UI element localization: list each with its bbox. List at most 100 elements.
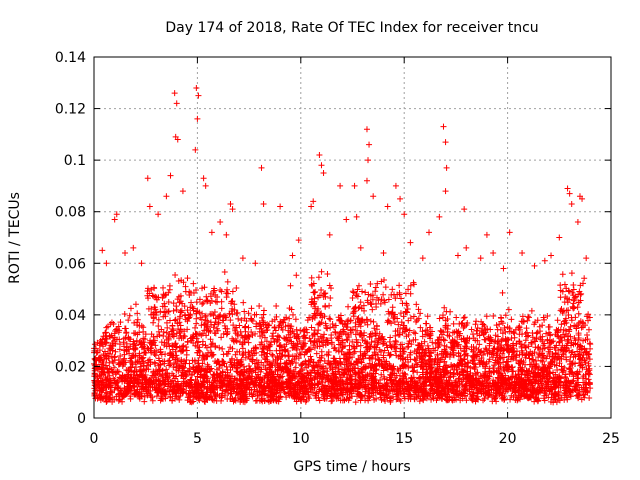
- data-point: [437, 327, 444, 334]
- data-point: [211, 308, 218, 315]
- data-point: [530, 393, 537, 400]
- data-point: [362, 381, 369, 388]
- data-point: [545, 344, 552, 351]
- data-point: [165, 340, 172, 347]
- data-point: [410, 367, 417, 374]
- data-point: [344, 318, 351, 325]
- data-point: [493, 322, 500, 329]
- data-point: [413, 394, 420, 401]
- data-point: [492, 359, 499, 366]
- data-point: [483, 313, 490, 320]
- data-point: [134, 386, 141, 393]
- data-point: [539, 370, 546, 377]
- data-point: [266, 366, 273, 373]
- data-point: [406, 327, 413, 334]
- data-point: [199, 341, 206, 348]
- data-point: [259, 395, 266, 402]
- data-point: [481, 348, 488, 355]
- data-point: [447, 350, 454, 357]
- data-point: [400, 313, 407, 320]
- data-point: [572, 293, 579, 300]
- data-point: [442, 351, 449, 358]
- data-point: [463, 340, 470, 347]
- data-point: [391, 291, 397, 298]
- data-point: [368, 333, 375, 340]
- data-point: [438, 374, 445, 381]
- data-point: [552, 383, 559, 390]
- data-point: [190, 364, 197, 371]
- data-point: [563, 307, 570, 314]
- data-point: [414, 369, 421, 376]
- data-point: [344, 337, 351, 344]
- data-point: [575, 330, 582, 337]
- data-point: [210, 377, 217, 384]
- data-point: [556, 397, 563, 404]
- data-point: [478, 355, 485, 362]
- data-point: [372, 332, 379, 339]
- data-point: [224, 387, 231, 394]
- data-point: [450, 320, 457, 327]
- data-point: [261, 343, 268, 350]
- data-point: [380, 338, 387, 345]
- data-point: [307, 386, 314, 393]
- data-point: [484, 350, 491, 357]
- data-point: [481, 395, 488, 402]
- data-point: [570, 292, 577, 299]
- data-point: [441, 337, 448, 344]
- data-point: [539, 350, 546, 357]
- data-point: [402, 363, 409, 370]
- data-point: [354, 358, 361, 365]
- data-point: [128, 374, 135, 381]
- data-point: [572, 314, 579, 321]
- data-point: [543, 330, 550, 337]
- data-point: [505, 306, 512, 313]
- data-point: [260, 311, 267, 318]
- data-point: [312, 288, 319, 295]
- data-point: [335, 337, 342, 344]
- data-point: [337, 361, 344, 368]
- data-point: [160, 332, 167, 339]
- data-point: [353, 290, 360, 297]
- data-point: [186, 291, 193, 298]
- data-point: [554, 317, 561, 324]
- data-point: [372, 355, 379, 362]
- data-point: [277, 318, 284, 325]
- data-point: [573, 380, 580, 387]
- data-point: [525, 332, 532, 339]
- data-point: [177, 322, 184, 329]
- data-point: [119, 375, 126, 382]
- data-point: [285, 322, 292, 329]
- data-point: [165, 289, 172, 296]
- data-point: [219, 393, 226, 400]
- data-point: [526, 368, 533, 375]
- data-point: [278, 353, 285, 360]
- data-point: [439, 312, 446, 319]
- data-point: [413, 388, 420, 395]
- data-point: [423, 389, 430, 396]
- data-point: [199, 285, 206, 292]
- data-point: [181, 303, 188, 310]
- data-point: [186, 368, 193, 375]
- data-point: [524, 333, 531, 340]
- data-point: [472, 361, 479, 368]
- data-point: [227, 359, 234, 366]
- data-point: [352, 323, 359, 330]
- data-point: [149, 292, 156, 299]
- data-point: [410, 313, 417, 320]
- data-point: [490, 313, 497, 320]
- data-point: [116, 361, 123, 368]
- data-point: [265, 391, 272, 398]
- data-point: [286, 372, 293, 379]
- data-point: [134, 310, 141, 317]
- data-point: [131, 319, 138, 326]
- data-point: [567, 364, 574, 371]
- data-point: [378, 348, 385, 355]
- data-point: [382, 284, 389, 291]
- data-point: [232, 397, 239, 404]
- data-point: [467, 373, 474, 380]
- data-point: [180, 375, 187, 382]
- data-point: [435, 385, 442, 392]
- data-point: [546, 349, 553, 356]
- data-point: [383, 391, 390, 398]
- data-point: [366, 360, 373, 367]
